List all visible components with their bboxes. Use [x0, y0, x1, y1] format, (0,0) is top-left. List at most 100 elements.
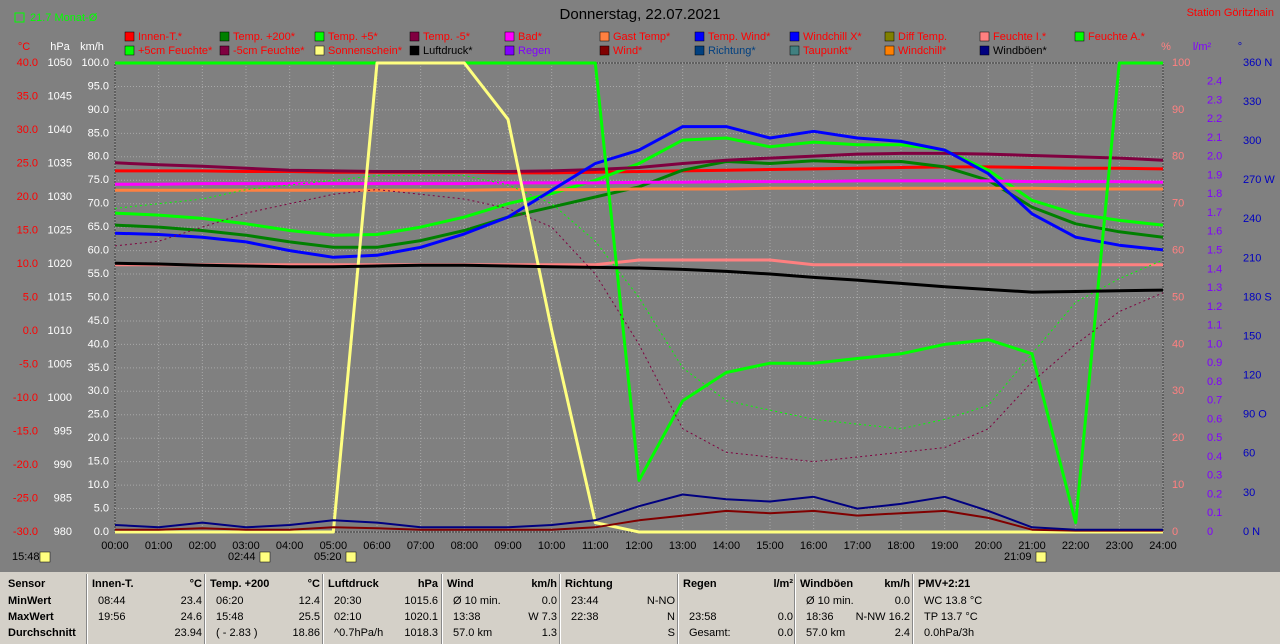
y-tick-label: 240 — [1243, 213, 1261, 225]
y-tick-label: 300 — [1243, 135, 1261, 147]
legend-label: Feuchte I.* — [993, 31, 1047, 43]
legend-label: Diff Temp. — [898, 31, 947, 43]
y-tick-label: 360 N — [1243, 57, 1272, 69]
group-name: Innen-T. — [92, 578, 134, 590]
month-average: 21.7 Monat-Ø — [30, 12, 98, 24]
legend-swatch — [979, 31, 990, 42]
x-tick-label: 21:00 — [1018, 540, 1046, 552]
table-cell: 57.0 km — [806, 627, 846, 639]
axis-unit: l/m² — [1193, 41, 1212, 53]
legend-label: Feuchte A.* — [1088, 31, 1146, 43]
legend-label: Sonnenschein* — [328, 45, 403, 57]
legend-swatch — [219, 31, 230, 42]
y-tick-label: 60 — [1172, 245, 1184, 257]
y-tick-label: 95.0 — [88, 80, 109, 92]
table-cell: Ø 10 min. — [806, 595, 854, 607]
y-tick-label: 5.0 — [94, 502, 109, 514]
group-name: Wind — [447, 578, 474, 590]
legend-label: Temp. +5* — [328, 31, 379, 43]
y-tick-label: 180 S — [1243, 291, 1272, 303]
table-cell: 1018.3 — [404, 627, 438, 639]
y-tick-label: 1015 — [48, 291, 72, 303]
sun-time: 15:48 — [12, 551, 40, 563]
x-tick-label: 09:00 — [494, 540, 522, 552]
y-tick-label: 50 — [1172, 291, 1184, 303]
chart: Donnerstag, 22.07.2021 Station Göritzhai… — [12, 6, 1275, 563]
legend-swatch — [789, 45, 800, 56]
y-tick-label: 5.0 — [23, 291, 38, 303]
y-tick-label: 30.0 — [88, 385, 109, 397]
x-tick-label: 24:00 — [1149, 540, 1177, 552]
y-tick-label: 0.4 — [1207, 451, 1222, 463]
month-icon — [14, 12, 25, 23]
legend-label: Innen-T.* — [138, 31, 183, 43]
x-tick-label: 10:00 — [538, 540, 566, 552]
axis-unit: km/h — [80, 41, 104, 53]
table-cell: 24.6 — [180, 611, 202, 623]
legend-swatch — [409, 45, 420, 56]
y-tick-label: 0.1 — [1207, 507, 1222, 519]
y-tick-label: 1.7 — [1207, 207, 1222, 219]
series-line — [115, 258, 1163, 267]
table-cell: N-NW 16.2 — [855, 611, 910, 623]
row-label: MaxWert — [8, 611, 54, 623]
y-tick-label: 30.0 — [17, 124, 38, 136]
y-tick-label: 75.0 — [88, 174, 109, 186]
y-tick-label: 1020 — [48, 258, 72, 270]
y-tick-label: 330 — [1243, 96, 1261, 108]
legend-swatch — [124, 45, 135, 56]
legend-swatch — [124, 31, 135, 42]
legend-label: Windchill X* — [803, 31, 862, 43]
y-tick-label: 85.0 — [88, 127, 109, 139]
legend-label: Luftdruck* — [423, 45, 473, 57]
column-separator — [794, 574, 796, 644]
series-line — [114, 125, 1164, 259]
y-tick-label: 25.0 — [88, 409, 109, 421]
x-tick-label: 01:00 — [145, 540, 173, 552]
table-cell: S — [667, 627, 675, 639]
axis-unit: % — [1161, 41, 1171, 53]
series-line — [114, 175, 1164, 430]
y-tick-label: 1.1 — [1207, 320, 1222, 332]
table-cell: 06:20 — [216, 595, 244, 607]
y-tick-label: 100.0 — [81, 57, 109, 69]
y-tick-label: 80 — [1172, 151, 1184, 163]
y-tick-label: 10 — [1172, 479, 1184, 491]
y-tick-label: 40 — [1172, 338, 1184, 350]
row-label: MinWert — [8, 595, 52, 607]
y-tick-label: 20.0 — [17, 191, 38, 203]
legend-swatch — [884, 31, 895, 42]
axis-unit: ° — [1238, 41, 1242, 53]
y-tick-label: 1030 — [48, 191, 72, 203]
legend-swatch — [979, 45, 990, 56]
legend-label: Wind* — [613, 45, 643, 57]
series-line — [115, 179, 1164, 186]
group-unit: km/h — [531, 578, 557, 590]
sun-time: 21:09 — [1004, 551, 1032, 563]
y-tick-label: 150 — [1243, 330, 1261, 342]
y-tick-label: 35.0 — [17, 90, 38, 102]
y-tick-label: 70.0 — [88, 198, 109, 210]
y-tick-label: 80.0 — [88, 151, 109, 163]
sun-time: 05:20 — [314, 551, 342, 563]
y-tick-label: 10.0 — [17, 258, 38, 270]
y-tick-label: 1.5 — [1207, 245, 1222, 257]
legend-swatch — [694, 31, 705, 42]
table-cell: 0.0 — [777, 611, 793, 623]
y-tick-label: 90 O — [1243, 409, 1267, 421]
table-cell: WC 13.8 °C — [924, 595, 983, 607]
y-tick-label: 0.7 — [1207, 395, 1222, 407]
y-tick-label: 1040 — [48, 124, 72, 136]
group-name: Windböen — [800, 578, 854, 590]
y-tick-label: 1.2 — [1207, 301, 1222, 313]
table-cell: 0.0hPa/3h — [924, 627, 975, 639]
table-cell: ^0.7hPa/h — [334, 627, 384, 639]
column-separator — [86, 574, 88, 644]
x-tick-label: 12:00 — [625, 540, 653, 552]
table-cell: N-NO — [646, 595, 675, 607]
column-separator — [559, 574, 561, 644]
group-name: Richtung — [565, 578, 613, 590]
group-name: PMV+2:21 — [918, 578, 971, 590]
y-tick-label: 0.2 — [1207, 488, 1222, 500]
legend-label: Temp. +200* — [233, 31, 296, 43]
